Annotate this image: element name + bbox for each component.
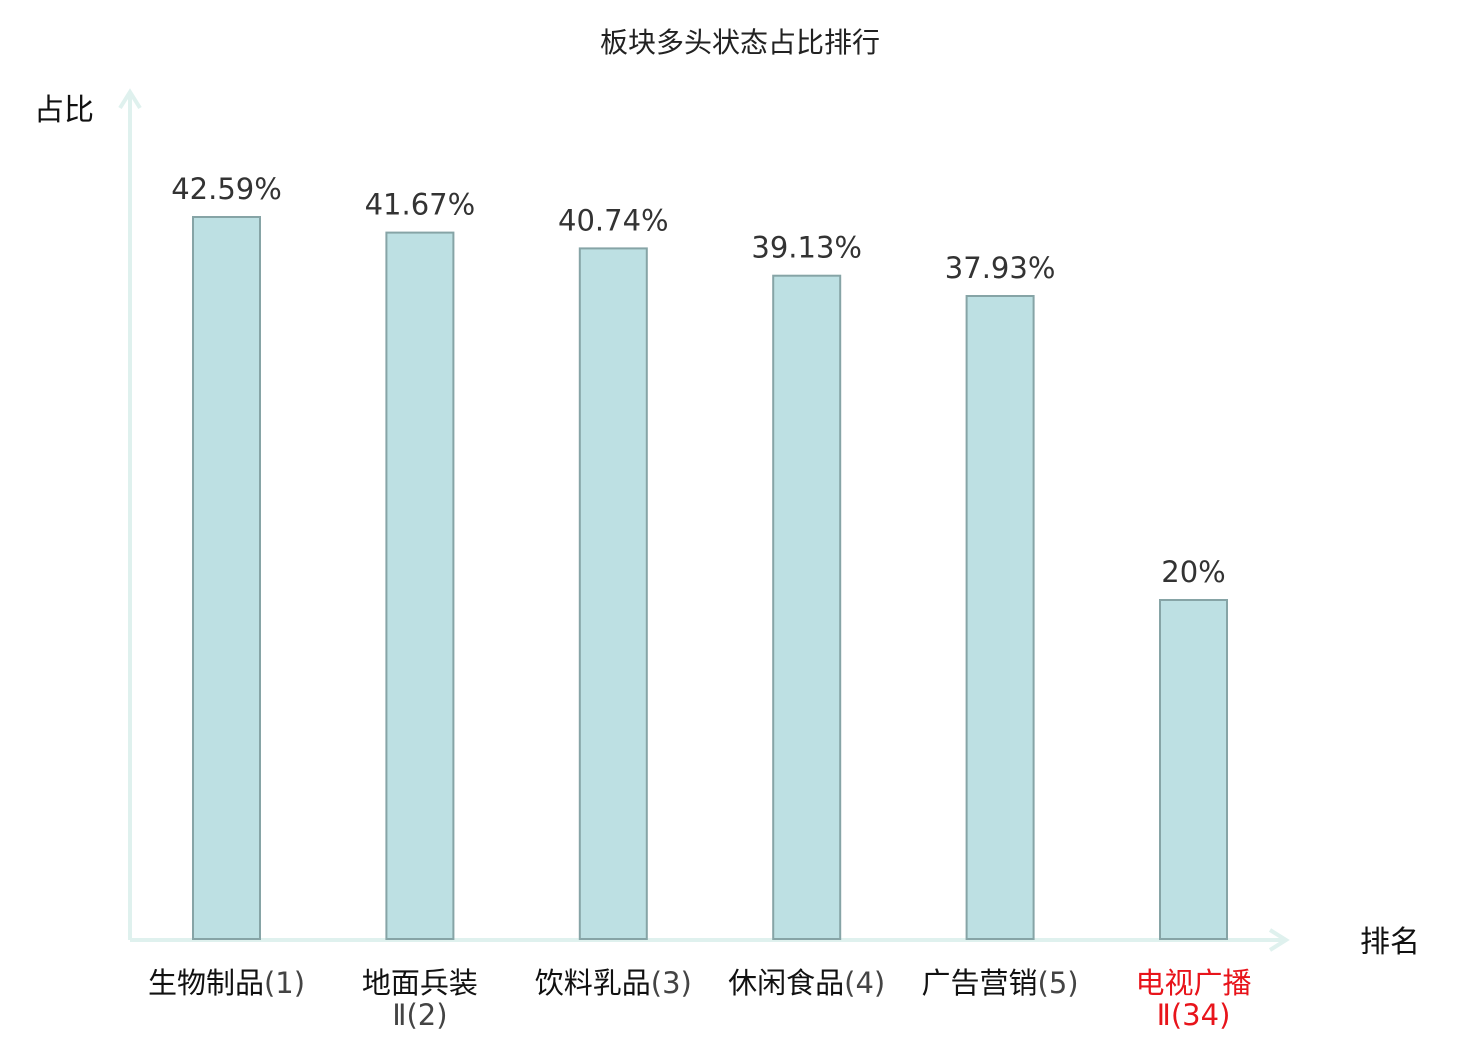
tick-sublabel-6: Ⅱ(34) [1157, 998, 1231, 1032]
x-axis-label: 排名 [1360, 925, 1420, 960]
value-label-3: 40.74% [558, 203, 669, 237]
bar-1 [192, 216, 261, 940]
chart-title: 板块多头状态占比排行 [600, 26, 880, 59]
value-label-6: 20% [1161, 555, 1225, 589]
tick-label-4: 休闲食品(4) [728, 966, 885, 1000]
tick-label-1: 生物制品(1) [148, 966, 305, 1000]
bar-2 [385, 231, 455, 941]
value-label-4: 39.13% [751, 231, 862, 265]
bar-3 [578, 247, 648, 940]
bar-4 [772, 274, 842, 940]
y-axis-arrow [118, 88, 142, 110]
bar-6 [1159, 599, 1228, 940]
value-label-2: 41.67% [365, 188, 476, 222]
tick-label-6: 电视广播 [1135, 966, 1251, 1000]
value-labels-group: 42.59% 41.67% 40.74% 39.13% 37.93% 20% [171, 172, 1226, 589]
tick-sublabel-2: Ⅱ(2) [392, 998, 447, 1032]
tick-label-2: 地面兵装 [362, 966, 478, 1000]
tick-label-5: 广告营销(5) [922, 966, 1079, 1000]
y-axis-label: 占比 [34, 93, 94, 128]
bar-5 [965, 295, 1035, 940]
value-label-5: 37.93% [945, 251, 1056, 285]
x-axis-arrow [1268, 928, 1290, 952]
tick-label-3: 饮料乳品(3) [535, 966, 692, 1000]
bars-group [192, 216, 1228, 941]
value-label-1: 42.59% [171, 172, 282, 206]
axes [118, 88, 1290, 952]
